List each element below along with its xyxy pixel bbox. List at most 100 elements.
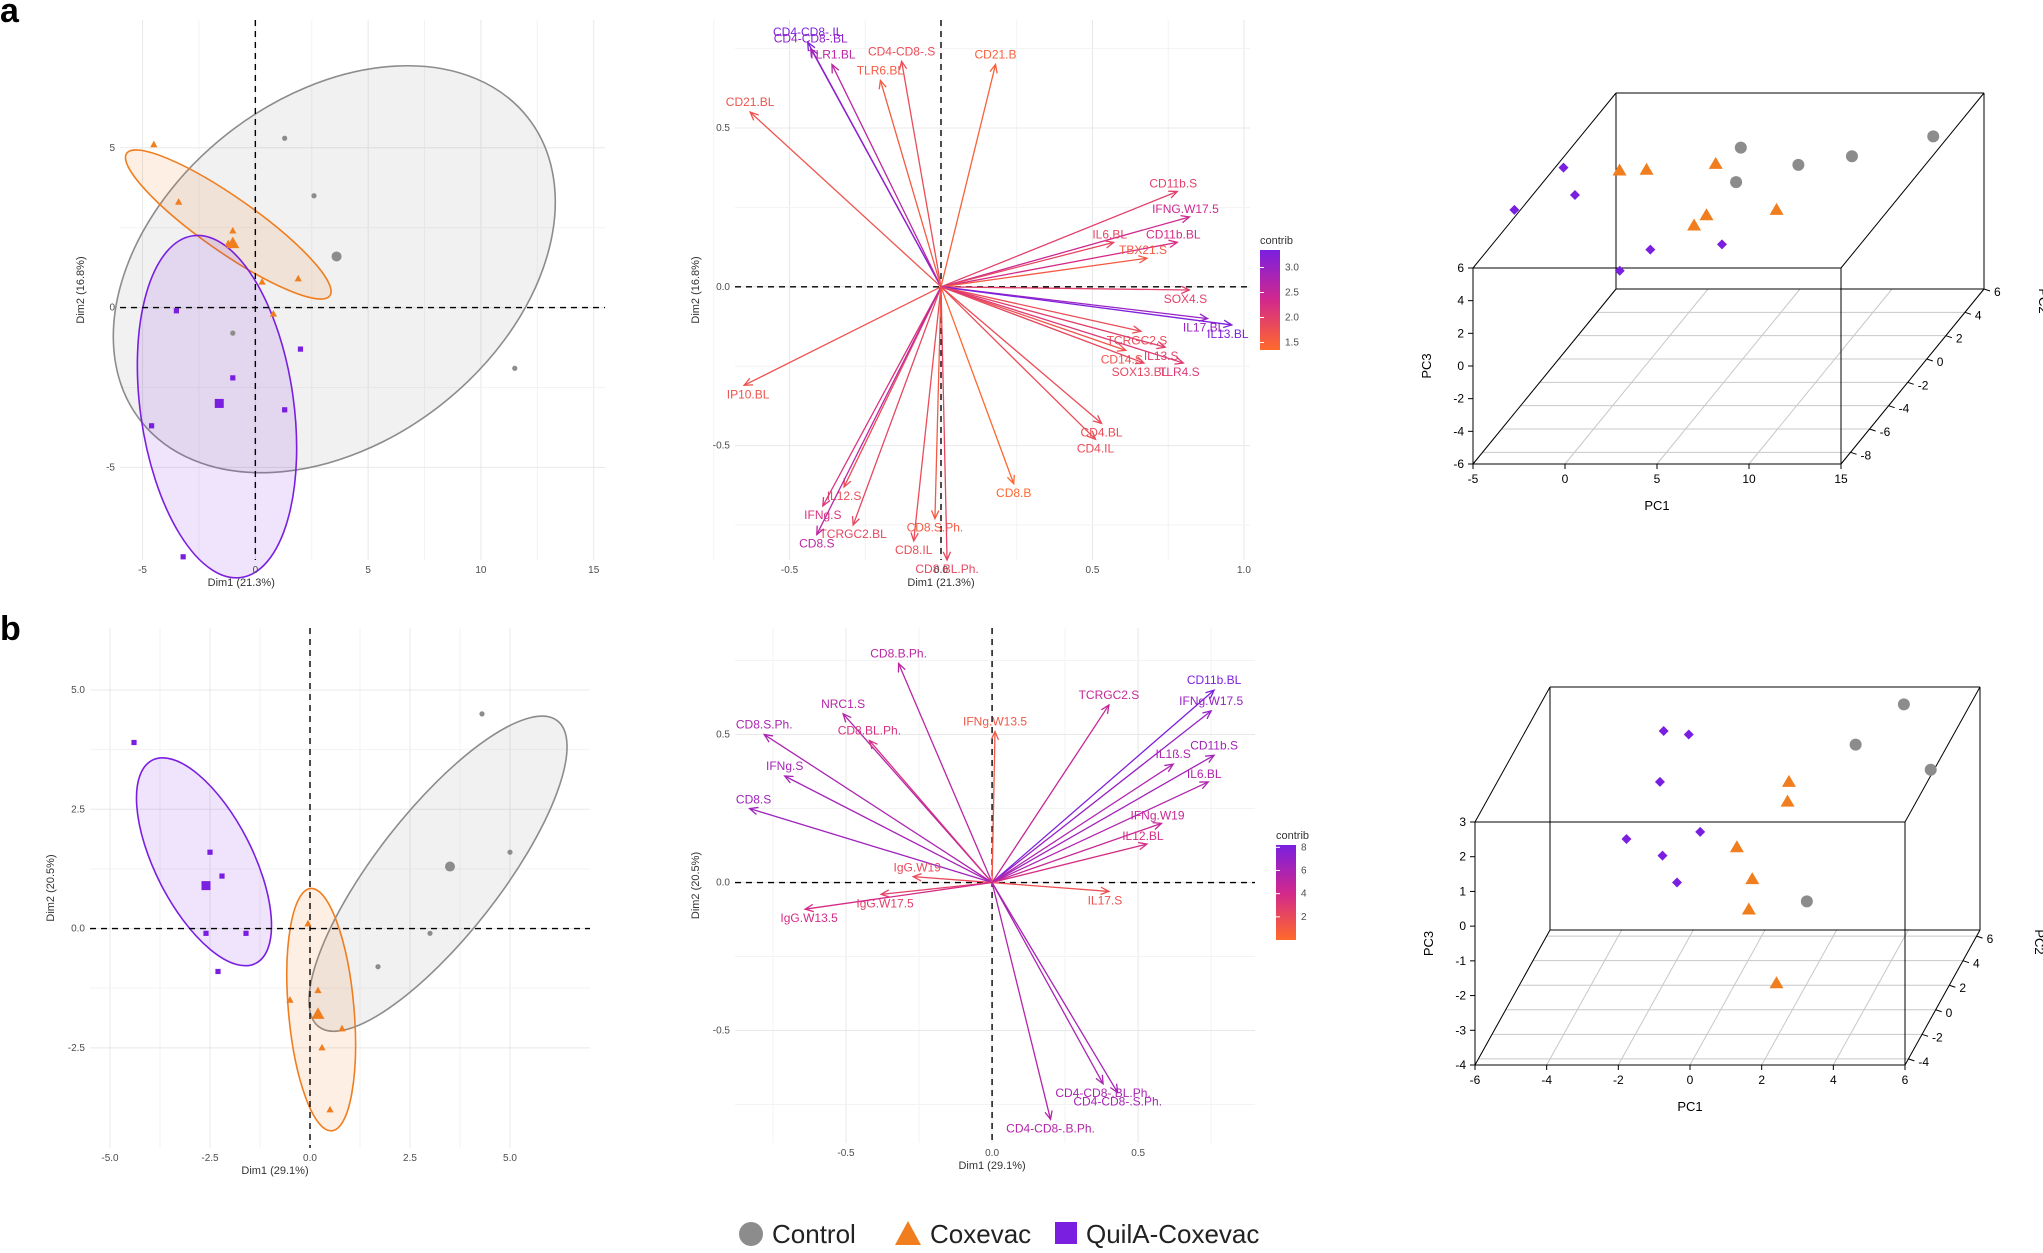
variable-label: CD4.BL bbox=[1081, 425, 1123, 439]
x-axis-title: PC1 bbox=[1677, 1099, 1702, 1114]
x-tick-label: 0.5 bbox=[1086, 565, 1100, 576]
colorbar-tick-label: 8 bbox=[1301, 842, 1307, 853]
data-point-coxevac bbox=[338, 1024, 346, 1032]
arrow-head bbox=[1134, 356, 1146, 365]
arrow-shaft bbox=[940, 286, 1190, 291]
variable-arrow: CD8.S.Ph. bbox=[736, 718, 993, 884]
confidence-ellipse-coxevac bbox=[286, 887, 357, 1132]
arrow-head bbox=[868, 739, 878, 750]
variable-label: TLR4.S bbox=[1159, 365, 1200, 379]
z-tick-label: 0 bbox=[1459, 919, 1466, 933]
variable-arrow: IgG.W13.5 bbox=[780, 881, 993, 925]
data-point-quila bbox=[1683, 729, 1694, 740]
y-axis-title: Dim2 (20.5%) bbox=[45, 854, 57, 921]
floor-grid-x bbox=[1656, 288, 1801, 465]
y-tick-label: 2 bbox=[1959, 981, 1966, 995]
arrow-shaft bbox=[992, 881, 1109, 893]
legend-control-label: Control bbox=[772, 1219, 856, 1248]
variable-arrow: IgG.W19 bbox=[894, 861, 993, 884]
arrow-shaft bbox=[940, 286, 1142, 332]
x-tick-label: 0 bbox=[1562, 472, 1569, 486]
y-tick-label: 6 bbox=[1987, 932, 1994, 946]
y-tick-label: 0 bbox=[109, 303, 115, 314]
variable-label: CD11b.S bbox=[1190, 738, 1238, 752]
variable-arrow: IFNG.W17.5 bbox=[940, 202, 1219, 288]
z-tick-label: -4 bbox=[1453, 424, 1464, 438]
data-point-quila bbox=[1569, 189, 1580, 200]
x-tick-label: 15 bbox=[588, 565, 600, 576]
variable-label: IL6.BL bbox=[1187, 767, 1222, 781]
x-tick-label: 5 bbox=[1654, 472, 1661, 486]
y-tick-label: 2 bbox=[1956, 332, 1963, 346]
variable-arrow: CD4-CD8-.S bbox=[868, 44, 942, 287]
data-point-control bbox=[230, 330, 236, 336]
data-point-quila bbox=[219, 873, 225, 879]
variable-arrow: CD8.S bbox=[736, 793, 993, 884]
y-tick bbox=[1850, 451, 1857, 455]
x-tick-label: -5.0 bbox=[101, 1153, 119, 1164]
y-tick bbox=[1983, 288, 1991, 292]
y-tick-label: -5 bbox=[106, 462, 115, 473]
variable-label: TCRGC2.BL bbox=[819, 527, 887, 541]
floor-grid-x bbox=[1617, 929, 1694, 1066]
z-axis-title: PC3 bbox=[1421, 931, 1436, 956]
data-point-quila bbox=[1621, 834, 1632, 845]
contrib-legend-title: contrib bbox=[1260, 235, 1293, 247]
arrow-shaft bbox=[831, 64, 942, 288]
arrow-head bbox=[1109, 1083, 1119, 1095]
variable-arrow: IL12.BL bbox=[991, 829, 1164, 884]
variable-label: CD4-CD8-.S bbox=[868, 44, 935, 58]
x-tick-label: 5.0 bbox=[503, 1153, 517, 1164]
x-tick-label: -0.5 bbox=[837, 1148, 855, 1159]
data-point-coxevac bbox=[258, 278, 266, 285]
y-tick bbox=[1949, 984, 1956, 988]
x-tick-label: -2.5 bbox=[201, 1153, 219, 1164]
colorbar-tick-label: 2 bbox=[1301, 912, 1307, 923]
z-tick-label: 2 bbox=[1459, 850, 1466, 864]
confidence-ellipse-quila-coxevac bbox=[135, 757, 273, 967]
x-tick-label: 15 bbox=[1834, 472, 1848, 486]
arrow-head bbox=[1006, 474, 1015, 486]
data-point-coxevac bbox=[1741, 902, 1756, 915]
variable-label: IgG.W17.5 bbox=[856, 896, 914, 910]
y-tick-label: 2.5 bbox=[71, 804, 85, 815]
data-point-control bbox=[1792, 158, 1805, 171]
y-tick bbox=[1921, 1033, 1929, 1037]
box-edge bbox=[1840, 288, 1985, 465]
x-tick-label: 1.0 bbox=[1237, 565, 1251, 576]
data-point-coxevac bbox=[304, 919, 312, 927]
arrow-shaft bbox=[940, 286, 1232, 326]
arrow-shaft bbox=[784, 775, 993, 884]
variable-label: IFNG.W17.5 bbox=[1152, 202, 1219, 216]
z-tick-label: 6 bbox=[1457, 261, 1464, 275]
arrow-head bbox=[831, 63, 840, 74]
variable-arrow: CD4.BL bbox=[940, 286, 1123, 439]
variable-arrow: TCRGC2.BL bbox=[819, 286, 942, 541]
data-point-quila bbox=[1614, 265, 1625, 276]
contrib-colorbar bbox=[1276, 845, 1296, 940]
variable-arrow: IFNg.S bbox=[766, 759, 993, 884]
arrow-head bbox=[1092, 415, 1103, 425]
panel-a-individuals-chart: -5 0 5 10 15 -5 0 5 Dim1 (21.3%) Dim2 (16.8%) bbox=[75, 20, 605, 589]
arrow-shaft bbox=[913, 286, 942, 542]
arrow-head bbox=[748, 806, 759, 815]
variable-label: IL12.BL bbox=[1122, 829, 1164, 843]
arrow-head bbox=[806, 40, 816, 52]
x-tick-label: 0 bbox=[1687, 1073, 1694, 1087]
colorbar-tick-label: 4 bbox=[1301, 889, 1307, 900]
data-point-control bbox=[1849, 738, 1862, 751]
y-tick bbox=[1888, 405, 1895, 409]
arrow-shaft bbox=[763, 734, 993, 884]
colorbar-tick-label: 2.5 bbox=[1285, 288, 1299, 299]
centroid-coxevac bbox=[226, 236, 240, 249]
data-point-quila bbox=[1657, 850, 1668, 861]
y-tick bbox=[1935, 1009, 1942, 1013]
arrow-shaft bbox=[940, 241, 1178, 288]
arrow-head bbox=[851, 516, 860, 527]
arrow-shaft bbox=[991, 822, 1162, 884]
data-point-control bbox=[427, 930, 433, 936]
y-tick bbox=[1926, 358, 1933, 362]
y-tick-label: 0.0 bbox=[71, 924, 85, 935]
variable-arrow: CD21.BL bbox=[726, 95, 942, 288]
